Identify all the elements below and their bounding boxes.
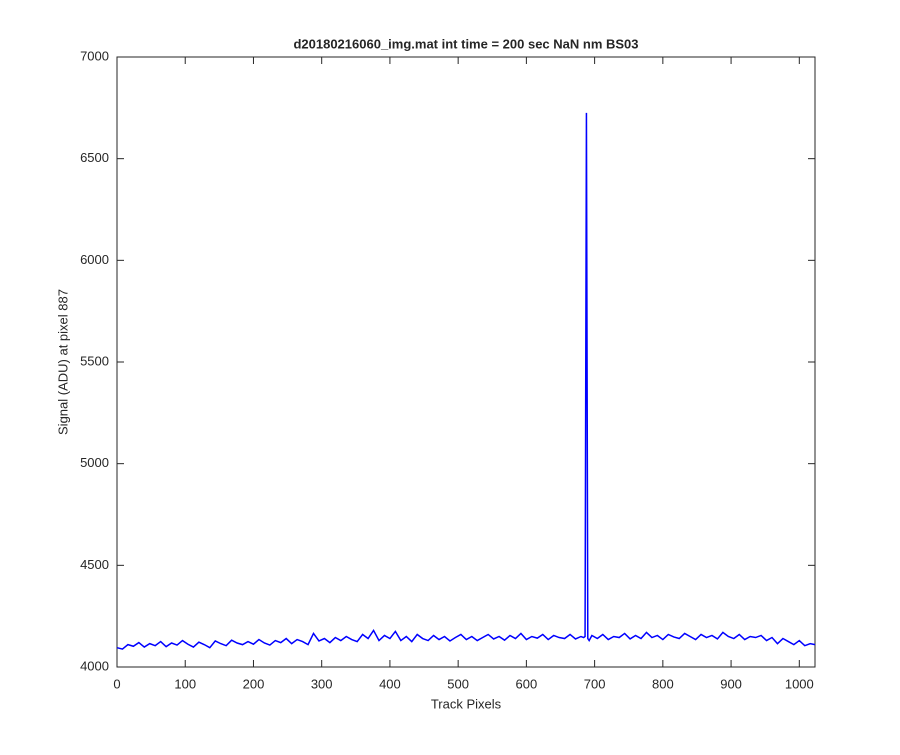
y-axis-label: Signal (ADU) at pixel 887 <box>55 289 70 435</box>
chart-title: d20180216060_img.mat int time = 200 sec … <box>293 36 638 51</box>
x-tick-label: 300 <box>311 676 333 691</box>
x-tick-label: 500 <box>447 676 469 691</box>
x-tick-label: 100 <box>174 676 196 691</box>
y-tick-label: 4000 <box>80 658 109 673</box>
y-tick-label: 6000 <box>80 252 109 267</box>
y-tick-label: 7000 <box>80 48 109 63</box>
y-tick-label: 5500 <box>80 353 109 368</box>
x-tick-label: 800 <box>652 676 674 691</box>
x-tick-label: 900 <box>720 676 742 691</box>
y-tick-label: 5000 <box>80 455 109 470</box>
x-tick-label: 200 <box>243 676 265 691</box>
x-tick-label: 400 <box>379 676 401 691</box>
x-axis-label: Track Pixels <box>431 696 502 711</box>
y-tick-label: 4500 <box>80 557 109 572</box>
y-tick-label: 6500 <box>80 150 109 165</box>
data-line <box>116 112 816 650</box>
x-tick-label: 0 <box>113 676 120 691</box>
x-tick-label: 1000 <box>785 676 814 691</box>
x-tick-label: 600 <box>516 676 538 691</box>
x-tick-label: 700 <box>584 676 606 691</box>
